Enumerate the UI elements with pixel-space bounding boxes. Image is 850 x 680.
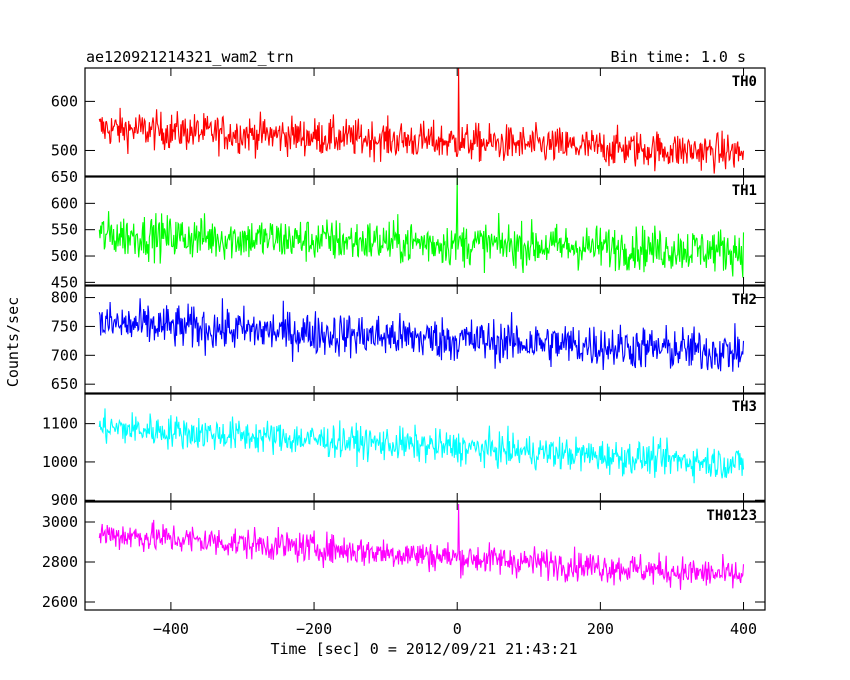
series-line-th3 [98, 408, 745, 484]
y-axis-label: Counts/sec [4, 297, 22, 387]
x-axis-label: Time [sec] 0 = 2012/09/21 21:43:21 [270, 640, 577, 658]
bin-time-label: Bin time: 1.0 s [611, 48, 746, 66]
panel-frame-th1 [84, 176, 766, 286]
panels-group: 500 600 TH0 450 500 550 600 650 TH1 650 700 750 800 T… [42, 67, 766, 638]
panel-frame-th2 [84, 285, 766, 395]
y-tick-label: 550 [51, 221, 78, 239]
x-tick-label: 400 [730, 620, 757, 638]
series-line-th1 [98, 178, 745, 278]
y-tick-label: 900 [51, 491, 78, 509]
y-tick-label: 3000 [42, 513, 78, 531]
x-tick-label: −400 [153, 620, 189, 638]
y-tick-label: 1100 [42, 415, 78, 433]
series-line-th0 [98, 67, 745, 174]
panel-frame-th0123 [84, 501, 766, 611]
y-tick-label: 450 [51, 273, 78, 291]
panel-label-th1: TH1 [732, 183, 757, 199]
y-tick-label: 500 [51, 141, 78, 159]
y-tick-label: 650 [51, 375, 78, 393]
y-tick-label: 600 [51, 194, 78, 212]
y-tick-label: 750 [51, 317, 78, 335]
x-tick-label: 0 [453, 620, 462, 638]
panel-frame-th3 [84, 392, 766, 502]
y-tick-label: 600 [51, 92, 78, 110]
panel-frame-th0 [84, 67, 766, 177]
y-tick-label: 2600 [42, 593, 78, 611]
y-tick-label: 500 [51, 247, 78, 265]
series-line-th2 [98, 298, 745, 372]
chart-title: ae120921214321_wam2_trn [86, 48, 294, 66]
y-tick-label: 1000 [42, 453, 78, 471]
y-tick-label: 650 [51, 168, 78, 186]
panel-label-th2: TH2 [732, 292, 757, 308]
y-tick-label: 800 [51, 289, 78, 307]
x-tick-label: 200 [587, 620, 614, 638]
y-tick-label: 700 [51, 346, 78, 364]
series-line-th0123 [98, 503, 745, 590]
panel-label-th0: TH0 [732, 74, 757, 90]
x-tick-label: −200 [296, 620, 332, 638]
panel-label-th3: TH3 [732, 399, 757, 415]
panel-label-th0123: TH0123 [706, 508, 757, 524]
y-tick-label: 2800 [42, 553, 78, 571]
